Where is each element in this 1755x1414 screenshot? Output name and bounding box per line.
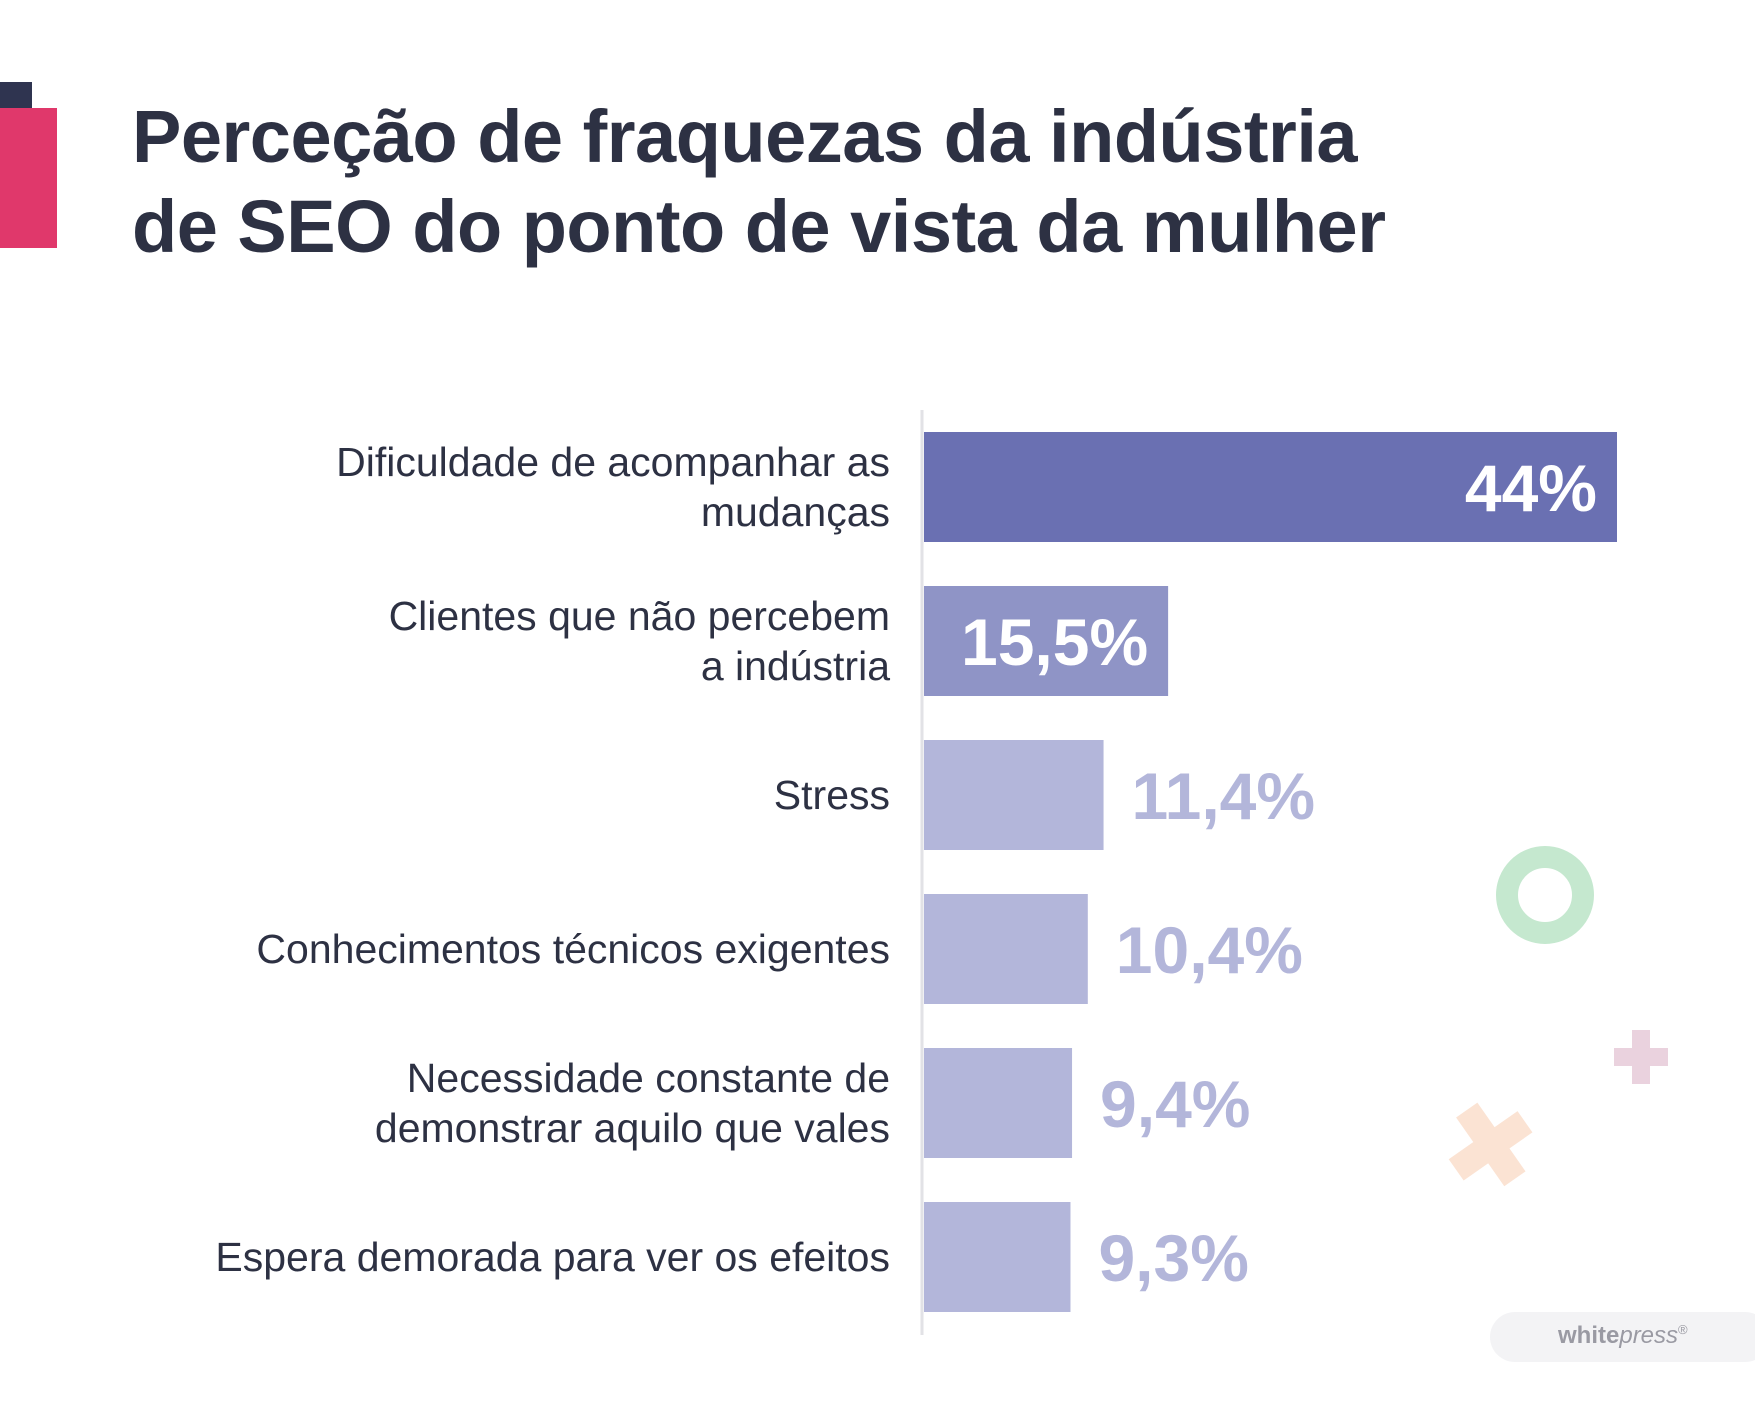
page-title: Perceção de fraquezas da indústria de SE… xyxy=(132,92,1692,272)
bar-3 xyxy=(924,740,1104,850)
category-label-4-line-1: Conhecimentos técnicos exigentes xyxy=(256,926,890,972)
bar-1 xyxy=(924,432,1617,542)
title-line-2: de SEO do ponto de vista da mulher xyxy=(132,185,1386,268)
logo-background xyxy=(1490,1312,1755,1362)
ring-decoration-icon xyxy=(1496,846,1594,944)
category-label-2-line-1: Clientes que não percebem xyxy=(389,593,890,639)
value-label-1: 44% xyxy=(1465,451,1597,525)
title-line-1: Perceção de fraquezas da indústria xyxy=(132,95,1358,178)
bar-2 xyxy=(924,586,1169,696)
value-label-2: 15,5% xyxy=(961,605,1148,679)
logo-italic: press xyxy=(1619,1322,1679,1349)
category-label-5-line-2: demonstrar aquilo que vales xyxy=(375,1105,890,1151)
small-plus-decoration-icon xyxy=(1614,1030,1668,1084)
bar-5 xyxy=(924,1048,1073,1158)
category-label-3-line-1: Stress xyxy=(774,772,890,818)
category-label-1: Dificuldade de acompanhar as mudanças xyxy=(336,439,890,535)
category-label-6-line-1: Espera demorada para ver os efeitos xyxy=(215,1234,890,1280)
category-label-1-line-2: mudanças xyxy=(701,489,890,535)
bar-6 xyxy=(924,1202,1071,1312)
chart-bars: Dificuldade de acompanhar as mudanças 44% C… xyxy=(215,432,1617,1312)
category-label-4: Conhecimentos técnicos exigentes xyxy=(256,926,890,972)
category-label-2-line-2: a indústria xyxy=(701,643,890,689)
logo-mark: ® xyxy=(1678,1322,1688,1337)
value-label-4: 10,4% xyxy=(1116,913,1303,987)
bar-4 xyxy=(924,894,1088,1004)
accent-block-pink xyxy=(0,108,57,248)
accent-block-dark xyxy=(0,82,32,108)
value-label-6: 9,3% xyxy=(1098,1221,1248,1295)
logo-bold: white xyxy=(1558,1322,1620,1349)
whitepress-logo: whitepress® xyxy=(1558,1322,1688,1350)
category-label-5-line-1: Necessidade constante de xyxy=(407,1055,890,1101)
value-label-5: 9,4% xyxy=(1100,1067,1250,1141)
large-plus-decoration-icon xyxy=(1448,1102,1533,1187)
category-label-1-line-1: Dificuldade de acompanhar as xyxy=(336,439,890,485)
category-label-3: Stress xyxy=(774,772,890,818)
category-label-5: Necessidade constante de demonstrar aquil… xyxy=(375,1055,890,1151)
value-label-3: 11,4% xyxy=(1132,759,1316,833)
category-label-2: Clientes que não percebem a indústria xyxy=(389,593,891,689)
category-label-6: Espera demorada para ver os efeitos xyxy=(215,1234,890,1280)
